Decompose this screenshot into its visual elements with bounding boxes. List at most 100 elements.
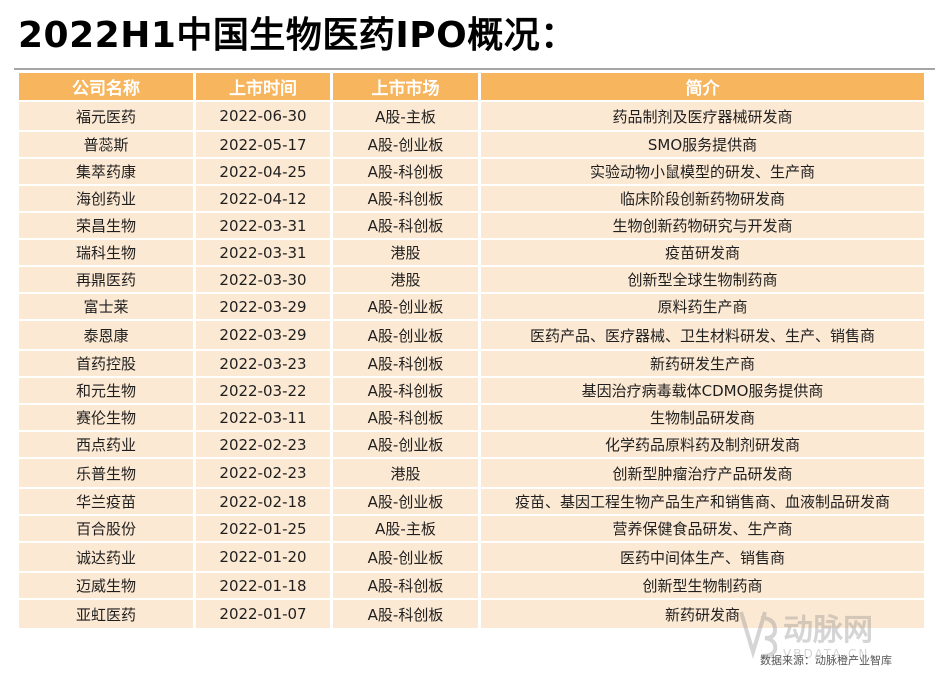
cell-listing-date: 2022-01-20 [196,543,330,571]
cell-market: A股-科创板 [333,573,478,598]
table-row: 诚达药业 2022-01-20 A股-创业板 医药中间体生产、销售商 [19,543,924,571]
table-row: 首药控股 2022-03-23 A股-科创板 新药研发生产商 [19,351,924,376]
cell-listing-date: 2022-03-31 [196,240,330,265]
header-description: 简介 [481,73,924,100]
cell-market: A股-创业板 [333,132,478,157]
cell-description: 医药产品、医疗器械、卫生材料研发、生产、销售商 [481,321,924,349]
cell-description: 新药研发商 [481,600,924,628]
table-row: 荣昌生物 2022-03-31 A股-科创板 生物创新药物研究与开发商 [19,213,924,238]
cell-company: 和元生物 [19,378,193,403]
header-company: 公司名称 [19,73,193,100]
cell-market: A股-科创板 [333,159,478,184]
cell-listing-date: 2022-03-22 [196,378,330,403]
page-title: 2022H1中国生物医药IPO概况： [18,15,577,56]
cell-market: A股-创业板 [333,321,478,349]
table-row: 再鼎医药 2022-03-30 港股 创新型全球生物制药商 [19,267,924,292]
cell-listing-date: 2022-02-23 [196,459,330,487]
ipo-table: 公司名称 上市时间 上市市场 简介 福元医药 2022-06-30 A股-主板 药品制… [16,71,927,630]
watermark-logo-icon [739,611,778,659]
cell-market: A股-科创板 [333,351,478,376]
cell-company: 亚虹医药 [19,600,193,628]
cell-description: 实验动物小鼠模型的研发、生产商 [481,159,924,184]
cell-company: 海创药业 [19,186,193,211]
table-row: 西点药业 2022-02-23 A股-创业板 化学药品原料药及制剂研发商 [19,432,924,457]
cell-company: 福元医药 [19,102,193,130]
watermark-url: VBDATA.CN [783,647,869,661]
cell-company: 迈威生物 [19,573,193,598]
cell-listing-date: 2022-04-25 [196,159,330,184]
cell-listing-date: 2022-06-30 [196,102,330,130]
cell-listing-date: 2022-03-31 [196,213,330,238]
cell-description: 新药研发生产商 [481,351,924,376]
cell-description: 创新型肿瘤治疗产品研发商 [481,459,924,487]
cell-listing-date: 2022-05-17 [196,132,330,157]
cell-company: 赛伦生物 [19,405,193,430]
cell-description: 创新型生物制药商 [481,573,924,598]
cell-market: A股-创业板 [333,489,478,514]
cell-market: A股-科创板 [333,600,478,628]
cell-listing-date: 2022-03-11 [196,405,330,430]
table-row: 乐普生物 2022-02-23 港股 创新型肿瘤治疗产品研发商 [19,459,924,487]
data-source: 数据来源：动脉橙产业智库 [760,654,892,667]
cell-company: 再鼎医药 [19,267,193,292]
cell-description: 医药中间体生产、销售商 [481,543,924,571]
watermark-logo-text: 动脉网 [783,613,873,648]
table-row: 赛伦生物 2022-03-11 A股-科创板 生物制品研发商 [19,405,924,430]
table-body: 福元医药 2022-06-30 A股-主板 药品制剂及医疗器械研发商 普蕊斯 2022-0… [19,102,924,628]
cell-company: 普蕊斯 [19,132,193,157]
cell-market: A股-主板 [333,516,478,541]
table-row: 亚虹医药 2022-01-07 A股-科创板 新药研发商 [19,600,924,628]
cell-description: 生物制品研发商 [481,405,924,430]
table-header-row: 公司名称 上市时间 上市市场 简介 [19,73,924,100]
title-divider [14,68,935,70]
cell-market: 港股 [333,459,478,487]
cell-description: 生物创新药物研究与开发商 [481,213,924,238]
cell-description: 疫苗研发商 [481,240,924,265]
cell-market: A股-创业板 [333,294,478,319]
cell-listing-date: 2022-01-18 [196,573,330,598]
cell-company: 乐普生物 [19,459,193,487]
cell-market: A股-主板 [333,102,478,130]
cell-market: 港股 [333,240,478,265]
cell-market: A股-科创板 [333,186,478,211]
cell-description: 药品制剂及医疗器械研发商 [481,102,924,130]
cell-company: 诚达药业 [19,543,193,571]
cell-market: A股-创业板 [333,432,478,457]
table-row: 迈威生物 2022-01-18 A股-科创板 创新型生物制药商 [19,573,924,598]
table-row: 百合股份 2022-01-25 A股-主板 营养保健食品研发、生产商 [19,516,924,541]
cell-company: 富士莱 [19,294,193,319]
table-row: 泰恩康 2022-03-29 A股-创业板 医药产品、医疗器械、卫生材料研发、生产、销… [19,321,924,349]
table-row: 海创药业 2022-04-12 A股-科创板 临床阶段创新药物研发商 [19,186,924,211]
cell-listing-date: 2022-03-29 [196,294,330,319]
cell-description: 营养保健食品研发、生产商 [481,516,924,541]
cell-company: 瑞科生物 [19,240,193,265]
cell-market: 港股 [333,267,478,292]
cell-listing-date: 2022-02-23 [196,432,330,457]
cell-description: 疫苗、基因工程生物产品生产和销售商、血液制品研发商 [481,489,924,514]
cell-description: 原料药生产商 [481,294,924,319]
table-row: 普蕊斯 2022-05-17 A股-创业板 SMO服务提供商 [19,132,924,157]
cell-description: SMO服务提供商 [481,132,924,157]
cell-market: A股-创业板 [333,543,478,571]
vbdata-watermark: 动脉网 VBDATA.CN [739,611,873,661]
cell-description: 基因治疗病毒载体CDMO服务提供商 [481,378,924,403]
cell-company: 泰恩康 [19,321,193,349]
cell-description: 临床阶段创新药物研发商 [481,186,924,211]
cell-company: 荣昌生物 [19,213,193,238]
table-row: 瑞科生物 2022-03-31 港股 疫苗研发商 [19,240,924,265]
cell-listing-date: 2022-03-29 [196,321,330,349]
cell-listing-date: 2022-01-07 [196,600,330,628]
cell-listing-date: 2022-02-18 [196,489,330,514]
cell-description: 化学药品原料药及制剂研发商 [481,432,924,457]
table-row: 福元医药 2022-06-30 A股-主板 药品制剂及医疗器械研发商 [19,102,924,130]
cell-company: 华兰疫苗 [19,489,193,514]
table-row: 和元生物 2022-03-22 A股-科创板 基因治疗病毒载体CDMO服务提供商 [19,378,924,403]
cell-market: A股-科创板 [333,378,478,403]
cell-company: 首药控股 [19,351,193,376]
cell-company: 西点药业 [19,432,193,457]
cell-listing-date: 2022-03-30 [196,267,330,292]
header-market: 上市市场 [333,73,478,100]
cell-company: 百合股份 [19,516,193,541]
table-row: 华兰疫苗 2022-02-18 A股-创业板 疫苗、基因工程生物产品生产和销售商、血液… [19,489,924,514]
cell-listing-date: 2022-04-12 [196,186,330,211]
